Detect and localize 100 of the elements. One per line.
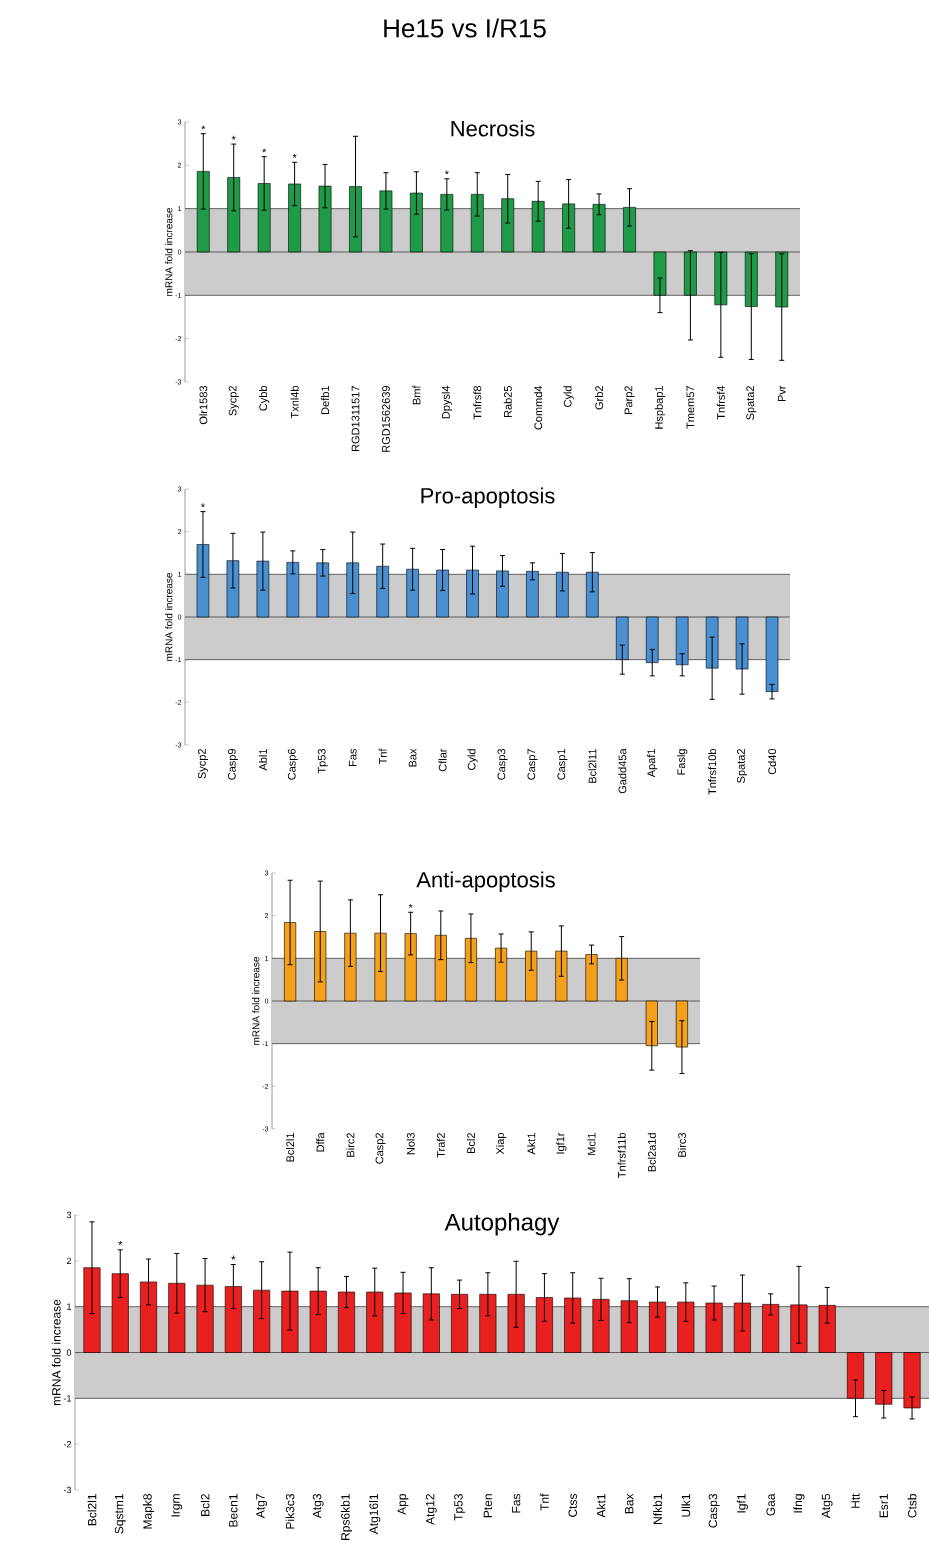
y-axis-title: mRNA fold increase bbox=[165, 207, 173, 296]
x-tick-label: Bcl2a1d bbox=[647, 1133, 656, 1172]
bar bbox=[586, 571, 599, 618]
x-tick-label: Fas bbox=[348, 748, 357, 766]
bar bbox=[615, 958, 628, 1002]
y-tick-label: -1 bbox=[63, 1395, 72, 1402]
chart-title: He15 vs I/R15 bbox=[384, 18, 546, 38]
bar bbox=[440, 194, 454, 253]
y-axis-title: mRNA fold increase bbox=[51, 1299, 61, 1406]
bar bbox=[196, 171, 210, 253]
x-tick-label: Cyld bbox=[467, 749, 478, 770]
x-tick-label: Mapk8 bbox=[142, 1494, 155, 1529]
bar bbox=[765, 616, 779, 692]
chart-subtitle: Necrosis bbox=[451, 120, 535, 137]
x-tick-label: Dpysl4 bbox=[441, 385, 452, 419]
y-tick-label: -2 bbox=[63, 1441, 72, 1448]
x-tick-label: Xiap bbox=[495, 1132, 507, 1155]
x-tick-label: Pik3c3 bbox=[285, 1494, 295, 1529]
bar bbox=[286, 562, 300, 618]
x-tick-label: Atg3 bbox=[312, 1494, 324, 1519]
x-tick-label: Bcl2 bbox=[466, 1133, 475, 1154]
x-tick-label: Parp2 bbox=[624, 386, 635, 414]
bar bbox=[168, 1283, 186, 1353]
x-tick-label: Defb1 bbox=[321, 386, 330, 414]
x-tick-label: Cd40 bbox=[768, 748, 777, 775]
annotation: * bbox=[201, 503, 205, 508]
x-tick-label: Gaa bbox=[766, 1493, 775, 1516]
x-tick-label: Tnfrsf11b bbox=[617, 1132, 626, 1178]
x-tick-label: Akt1 bbox=[596, 1494, 606, 1518]
annotation: * bbox=[231, 1255, 236, 1260]
x-tick-label: Bax bbox=[408, 748, 417, 767]
x-tick-label: RGD1562639 bbox=[382, 386, 390, 452]
bar bbox=[344, 932, 357, 1002]
x-tick-label: Bcl2l1 bbox=[87, 1494, 97, 1526]
x-tick-label: Pvr bbox=[777, 385, 786, 402]
x-tick-label: Ulk1 bbox=[681, 1494, 691, 1517]
x-tick-label: Spata2 bbox=[746, 386, 757, 420]
bar bbox=[623, 207, 636, 253]
bar bbox=[479, 1294, 497, 1353]
annotation: * bbox=[231, 135, 236, 140]
x-tick-label: Tnfrsf10b bbox=[708, 748, 717, 795]
x-tick-label: Casp9 bbox=[227, 749, 238, 780]
x-tick-label: Grb2 bbox=[595, 386, 604, 410]
x-tick-label: Olr1583 bbox=[199, 385, 208, 425]
y-tick-label: 2 bbox=[66, 1257, 72, 1264]
x-tick-label: Nfkb1 bbox=[653, 1494, 662, 1524]
x-tick-label: Sycp2 bbox=[197, 749, 208, 779]
x-tick-label: Igf1r bbox=[556, 1132, 567, 1154]
x-tick-label: App bbox=[397, 1494, 409, 1515]
bar bbox=[227, 177, 241, 253]
x-tick-label: Ctsb bbox=[907, 1494, 917, 1518]
bar bbox=[196, 544, 210, 618]
x-tick-label: Commd4 bbox=[534, 385, 543, 430]
y-tick-label: 1 bbox=[67, 1303, 72, 1310]
x-tick-label: Nol3 bbox=[406, 1133, 415, 1155]
x-tick-label: Tmem57 bbox=[686, 386, 695, 429]
y-tick-label: 0 bbox=[66, 1349, 72, 1356]
x-tick-label: Txnl4b bbox=[290, 385, 299, 419]
bar bbox=[585, 954, 598, 1002]
bar bbox=[470, 194, 484, 253]
annotation: * bbox=[118, 1240, 123, 1246]
x-tick-label: Mcl1 bbox=[587, 1133, 596, 1155]
x-tick-label: Htt bbox=[851, 1493, 860, 1508]
y-axis-title: mRNA fold increase bbox=[252, 956, 260, 1045]
x-tick-label: Tnf bbox=[540, 1493, 549, 1511]
x-tick-label: Casp7 bbox=[527, 749, 538, 780]
x-tick-label: Birc3 bbox=[677, 1132, 686, 1157]
x-tick-label: Atg7 bbox=[256, 1494, 268, 1519]
x-tick-label: Faslg bbox=[677, 749, 688, 775]
bar bbox=[434, 934, 447, 1002]
x-tick-label: Cybb bbox=[259, 385, 270, 411]
x-tick-label: Bax bbox=[625, 1493, 634, 1514]
bar bbox=[531, 200, 545, 253]
y-tick-label: 3 bbox=[66, 1211, 72, 1219]
chart-title: Autophagy bbox=[444, 1213, 560, 1236]
x-tick-label: Atg5 bbox=[821, 1494, 833, 1519]
x-tick-label: Atg12 bbox=[425, 1494, 437, 1525]
x-tick-label: Tnfrsf4 bbox=[716, 385, 725, 420]
bar bbox=[451, 1294, 469, 1353]
bar bbox=[406, 568, 419, 618]
x-tick-label: Irgm bbox=[171, 1494, 183, 1517]
x-tick-label: Ifng bbox=[793, 1494, 805, 1513]
x-tick-label: Casp6 bbox=[287, 748, 298, 780]
bar bbox=[253, 1289, 271, 1353]
annotation: * bbox=[292, 154, 297, 158]
x-tick-label: Rps6kb1 bbox=[340, 1494, 353, 1540]
annotation: * bbox=[262, 148, 267, 153]
x-tick-label: Casp1 bbox=[557, 749, 568, 780]
x-tick-label: Pten bbox=[483, 1494, 493, 1518]
x-tick-label: Gadd45a bbox=[618, 748, 627, 794]
chart-title: Anti-apoptosis bbox=[416, 871, 555, 892]
x-tick-label: Birc2 bbox=[346, 1133, 355, 1157]
x-tick-label: Dffa bbox=[316, 1132, 325, 1152]
x-tick-label: Cyld bbox=[563, 386, 574, 407]
x-tick-label: Fas bbox=[511, 1493, 521, 1513]
bar bbox=[675, 616, 689, 666]
bar bbox=[376, 565, 389, 618]
x-tick-label: Abl1 bbox=[258, 749, 267, 771]
bar bbox=[592, 1299, 610, 1353]
bar bbox=[464, 937, 477, 1002]
